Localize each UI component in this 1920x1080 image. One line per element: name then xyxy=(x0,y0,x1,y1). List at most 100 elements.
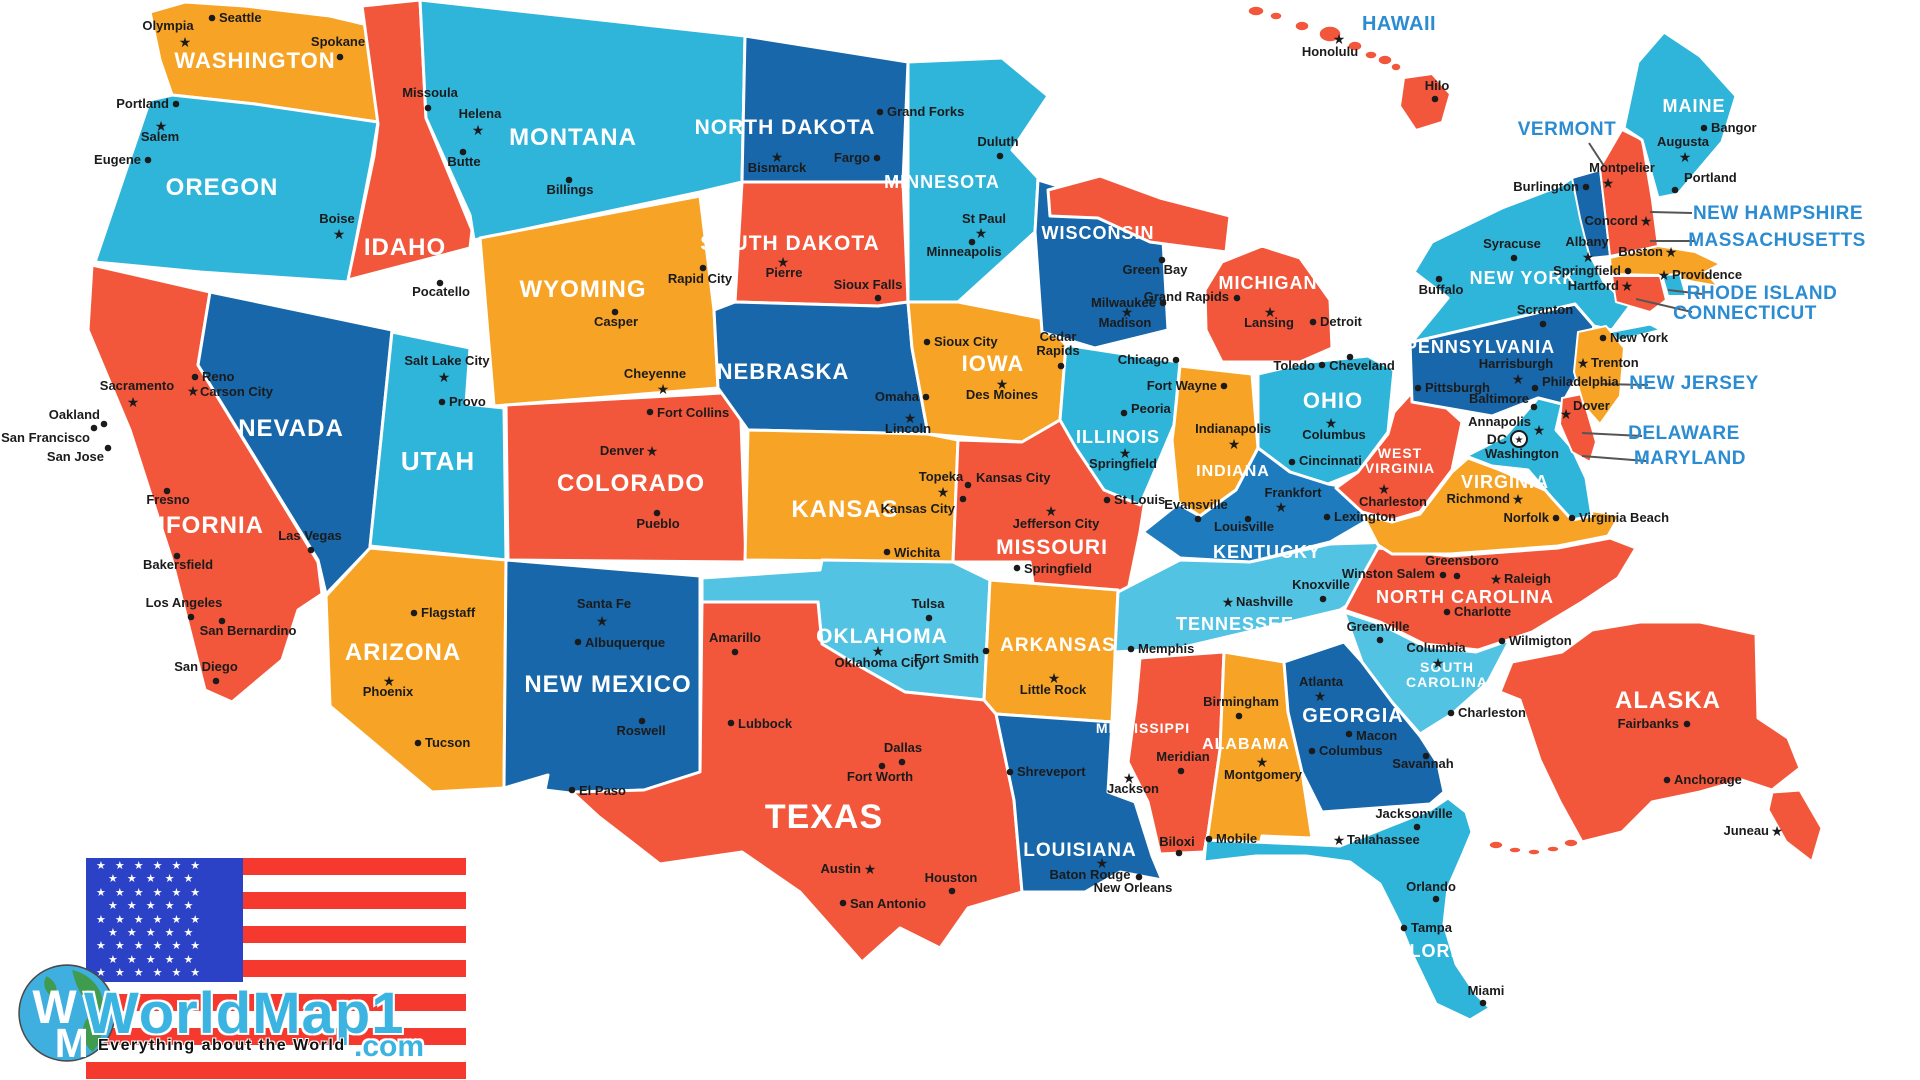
worldmap1-globe-icon: W M xyxy=(18,964,116,1064)
city-label-mi-grand-rapids: Grand Rapids xyxy=(1144,289,1229,304)
city-label-ar-fort-smith: Fort Smith xyxy=(914,651,979,666)
capital-star-ar-little-rock: ★ xyxy=(1048,671,1061,687)
island-8 xyxy=(1488,840,1504,850)
city-dot-tx-el-paso xyxy=(568,786,576,794)
capital-star-oh-columbus: ★ xyxy=(1325,416,1338,432)
state-az[interactable] xyxy=(324,546,508,794)
city-label-ar-little-rock: Little Rock xyxy=(1020,682,1087,697)
city-dot-al-birmingham xyxy=(1235,712,1243,720)
state-md[interactable] xyxy=(1464,396,1594,522)
island-10 xyxy=(1527,848,1541,856)
city-label-nd-bismarck: Bismarck xyxy=(748,160,807,175)
city-dot-ms-biloxi xyxy=(1175,849,1183,857)
state-hi[interactable] xyxy=(1399,73,1451,131)
city-label-nh-concord: Concord xyxy=(1585,213,1639,228)
callout-label-massachusetts: MASSACHUSETTS xyxy=(1688,230,1866,251)
city-label-wi-madison: Madison xyxy=(1099,315,1152,330)
city-label-in-evansville: Evansville xyxy=(1164,497,1228,512)
state-label-ms: MISSISSIPPI xyxy=(1096,720,1190,736)
state-ga[interactable] xyxy=(1282,640,1446,814)
city-label-ks-topeka: Topeka xyxy=(919,469,964,484)
city-label-al-montgomery: Montgomery xyxy=(1224,767,1303,782)
city-dot-nv-reno xyxy=(191,373,199,381)
state-nc[interactable] xyxy=(1342,536,1638,652)
city-label-tx-amarillo: Amarillo xyxy=(709,630,761,645)
capital-star-pa-harrisburgh: ★ xyxy=(1512,372,1525,388)
city-label-az-tucson: Tucson xyxy=(425,735,470,750)
island-12 xyxy=(1563,838,1579,848)
city-dot-me-portland xyxy=(1671,186,1679,194)
state-sc[interactable] xyxy=(1342,610,1512,736)
city-label-ca-oakland: Oakland xyxy=(49,407,100,422)
state-or[interactable] xyxy=(93,93,380,284)
capital-star-vt-montpelier: ★ xyxy=(1602,176,1615,192)
state-ak-part1[interactable] xyxy=(1766,788,1824,864)
state-co[interactable] xyxy=(504,390,748,564)
state-me[interactable] xyxy=(1622,30,1738,200)
city-label-wy-casper: Casper xyxy=(594,314,638,329)
state-mi[interactable] xyxy=(1046,174,1232,254)
city-label-va-virginia-beach: Virginia Beach xyxy=(1579,510,1669,525)
city-dot-ks-wichita xyxy=(883,548,891,556)
state-ma[interactable] xyxy=(1609,245,1721,287)
city-label-nv-carson-city: Carson City xyxy=(200,384,274,399)
state-tx[interactable] xyxy=(570,600,1024,964)
state-label-nd: NORTH DAKOTA xyxy=(695,116,876,139)
city-label-ky-louisville: Louisville xyxy=(1214,519,1274,534)
city-label-mo-jefferson-city: Jefferson City xyxy=(1013,516,1100,531)
city-label-id-pocatello: Pocatello xyxy=(412,284,470,299)
city-label-ny-new-york: New York xyxy=(1610,330,1669,345)
state-la[interactable] xyxy=(994,712,1164,894)
state-nj[interactable] xyxy=(1573,325,1625,425)
dc-star-icon: ★ xyxy=(1515,435,1524,446)
capital-star-nh-concord: ★ xyxy=(1640,214,1653,230)
city-label-nm-albuquerque: Albuquerque xyxy=(585,635,665,650)
state-vt[interactable] xyxy=(1571,169,1611,259)
state-label-la: LOUISIANA xyxy=(1023,840,1137,861)
state-label-ky: KENTUCKY xyxy=(1213,542,1321,562)
state-label-fl: FLORIDA xyxy=(1398,941,1485,961)
city-label-ny-syracuse: Syracuse xyxy=(1483,236,1541,251)
city-label-la-new-orleans: New Orleans xyxy=(1094,880,1173,895)
state-nh[interactable] xyxy=(1599,129,1659,257)
city-dot-az-tucson xyxy=(414,739,422,747)
state-wv[interactable] xyxy=(1334,388,1464,522)
city-label-ia-cedar-rapids: Cedar Rapids xyxy=(1036,329,1079,358)
state-label-wi: WISCONSIN xyxy=(1041,223,1154,243)
state-label-tn: TENNESSEE xyxy=(1176,614,1294,634)
city-label-sd-pierre: Pierre xyxy=(766,265,803,280)
city-label-ma-springfield: Springfield xyxy=(1553,263,1621,278)
island-2 xyxy=(1294,20,1310,32)
city-label-nm-roswell: Roswell xyxy=(616,723,665,738)
state-label-or: OREGON xyxy=(166,174,279,201)
city-label-tn-knoxville: Knoxville xyxy=(1292,577,1350,592)
capital-star-de-dover: ★ xyxy=(1560,407,1573,423)
state-ak[interactable] xyxy=(1498,620,1802,844)
callout-line-maryland xyxy=(1581,455,1647,462)
city-label-in-fort-wayne: Fort Wayne xyxy=(1147,378,1217,393)
city-dot-mn-duluth xyxy=(996,152,1004,160)
city-label-ia-des-moines: Des Moines xyxy=(966,387,1038,402)
state-label-co: COLORADO xyxy=(557,470,705,497)
capital-star-wv-charleston: ★ xyxy=(1378,482,1391,498)
island-6 xyxy=(1377,54,1393,66)
city-dot-nc-winston-salem xyxy=(1439,571,1447,579)
state-mi-part1[interactable] xyxy=(1203,244,1334,364)
capital-star-nj-trenton: ★ xyxy=(1577,356,1590,372)
state-ut[interactable] xyxy=(368,330,508,562)
state-il[interactable] xyxy=(1058,343,1182,507)
city-label-hi-hilo: Hilo xyxy=(1425,78,1450,93)
city-label-mt-missoula: Missoula xyxy=(402,85,458,100)
state-fl[interactable] xyxy=(1202,796,1492,1022)
city-dot-fl-orlando xyxy=(1432,895,1440,903)
state-label-mi: MICHIGAN xyxy=(1219,273,1318,293)
city-dot-ok-tulsa xyxy=(925,614,933,622)
city-label-ca-fresno: Fresno xyxy=(146,492,189,507)
state-label-ny: NEW YORK xyxy=(1470,268,1577,288)
state-mo[interactable] xyxy=(951,418,1147,602)
city-label-tn-nashville: Nashville xyxy=(1236,594,1293,609)
state-label-ok: OKLAHOMA xyxy=(816,625,948,648)
capital-star-az-phoenix: ★ xyxy=(383,674,396,690)
city-label-me-augusta: Augusta xyxy=(1657,134,1710,149)
city-label-in-indianapolis: Indianapolis xyxy=(1195,421,1271,436)
